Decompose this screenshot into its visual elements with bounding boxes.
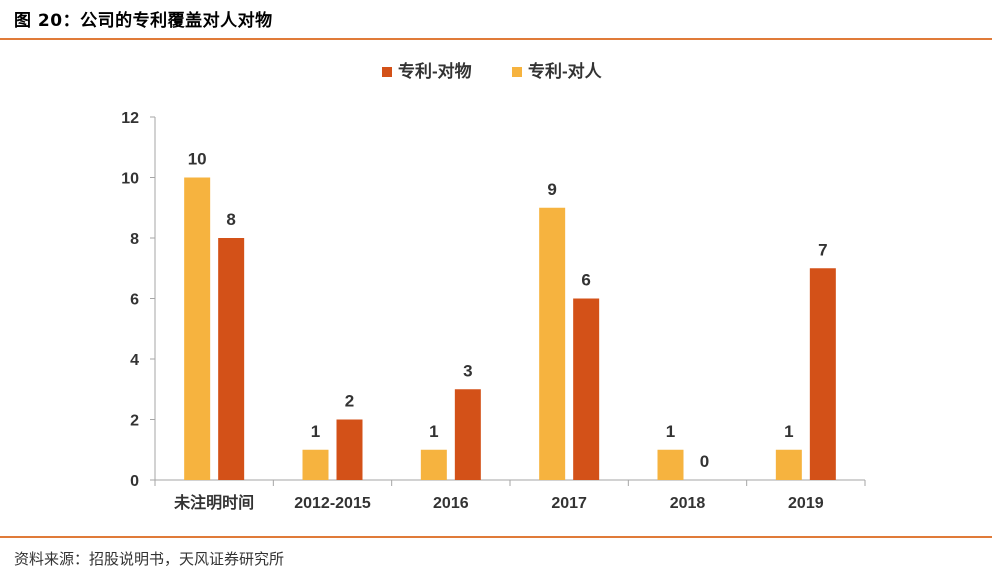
legend-swatch — [512, 67, 522, 77]
bar — [573, 298, 600, 480]
bar — [420, 449, 447, 480]
bars — [184, 177, 836, 480]
bar — [775, 449, 802, 480]
source-note: 资料来源：招股说明书，天风证券研究所 — [14, 550, 285, 568]
bar-value-label: 1 — [666, 422, 675, 441]
bar-value-label: 10 — [188, 150, 207, 169]
bar — [657, 449, 684, 480]
x-tick-label: 2012-2015 — [294, 495, 371, 512]
bar-value-label: 1 — [311, 422, 320, 441]
bar — [218, 238, 245, 480]
bottom-rule — [0, 536, 992, 538]
bar-value-label: 3 — [463, 361, 472, 380]
x-tick-label: 2018 — [670, 495, 706, 512]
bar — [302, 449, 329, 480]
y-tick-label: 4 — [130, 352, 139, 369]
bar-value-label: 6 — [581, 271, 590, 290]
bar-value-label: 2 — [345, 392, 354, 411]
data-labels: 10 1 1 9 1 1 8 2 3 6 0 7 — [188, 150, 828, 472]
x-axis: 未注明时间 2012-2015 2016 2017 2018 2019 — [154, 479, 866, 512]
bar-value-label: 0 — [700, 452, 709, 471]
legend-swatch — [382, 67, 392, 77]
bar — [336, 419, 363, 480]
y-tick-label: 0 — [130, 473, 139, 490]
top-rule — [0, 38, 992, 40]
figure-title: 图 20：公司的专利覆盖对人对物 — [14, 11, 273, 31]
bar — [539, 207, 566, 480]
bar-value-label: 9 — [547, 180, 556, 199]
y-tick-label: 12 — [121, 110, 139, 127]
x-tick-label: 2017 — [551, 495, 587, 512]
bar-value-label: 1 — [784, 422, 793, 441]
x-tick-label: 未注明时间 — [173, 493, 254, 512]
bar — [184, 177, 211, 480]
bar-value-label: 1 — [429, 422, 438, 441]
y-tick-label: 10 — [121, 171, 139, 188]
y-axis: 0 2 4 6 8 10 12 — [121, 110, 156, 490]
y-tick-label: 2 — [130, 413, 139, 430]
x-tick-label: 2019 — [788, 495, 824, 512]
bar-value-label: 7 — [818, 240, 827, 259]
bar — [454, 389, 481, 480]
bar-value-label: 8 — [226, 210, 235, 229]
y-tick-label: 8 — [130, 231, 139, 248]
x-tick-label: 2016 — [433, 495, 469, 512]
legend-label: 专利-对物 — [398, 61, 472, 81]
bar — [809, 268, 836, 480]
legend: 专利-对物 专利-对人 — [382, 61, 603, 81]
y-tick-label: 6 — [130, 292, 139, 309]
legend-label: 专利-对人 — [528, 61, 603, 81]
